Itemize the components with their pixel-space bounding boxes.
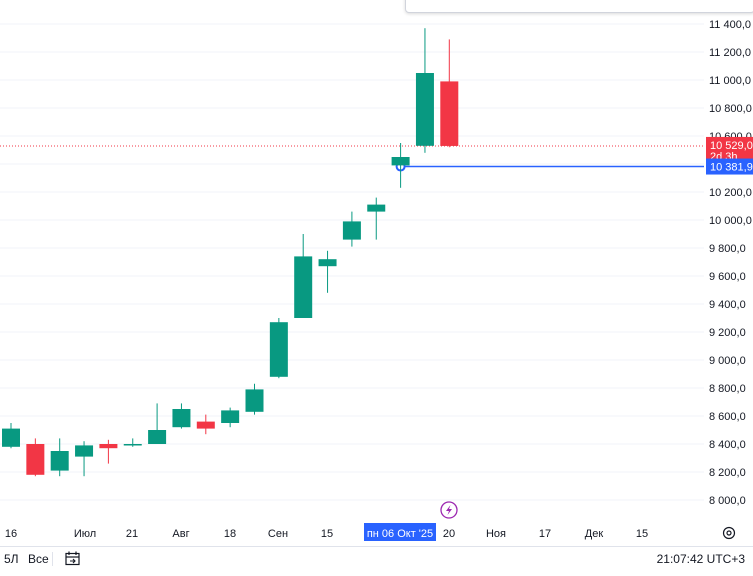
crosshair-date-label: пн 06 Окт '25 [367,528,433,540]
candlestick-chart[interactable]: 8 000,0 8 200,0 8 400,0 8 600,0 8 800,0 9 000… [0,0,753,546]
candle[interactable] [342,211,361,247]
y-tick-label: 9 000,0 [709,355,746,367]
y-tick-label: 11 200,0 [709,47,751,59]
candle-body[interactable] [148,430,167,444]
y-tick-label: 10 200,0 [709,187,752,199]
candle-body[interactable] [123,444,142,446]
range-all-button[interactable]: Все [28,552,49,566]
gear-icon[interactable] [722,526,736,540]
candle-body[interactable] [391,157,410,166]
candle[interactable] [26,438,45,477]
candle-body[interactable] [75,445,94,457]
time-axis[interactable]: 16 Июл 21 Авг 18 Сен 15 пн 06 Окт '25 20 Ноя 17 Дек… [5,523,736,541]
candle-body[interactable] [318,259,337,267]
calendar-icon[interactable] [64,550,82,576]
y-tick-label: 8 800,0 [709,383,746,395]
candle-body[interactable] [26,444,45,475]
x-tick-label: 17 [539,528,551,540]
candle-body[interactable] [342,221,361,240]
candle[interactable] [415,28,434,153]
y-tick-label: 9 600,0 [709,271,746,283]
last-price-label: 10 529,0 [710,140,753,152]
candle[interactable] [440,39,459,148]
divider [52,547,53,571]
x-tick-label: Сен [268,528,288,540]
candle-body[interactable] [294,256,313,318]
x-tick-label: 15 [321,528,333,540]
x-tick-label: 16 [5,528,17,540]
x-tick-label: Авг [172,528,189,540]
candle[interactable] [172,403,191,429]
candle-body[interactable] [440,81,459,146]
x-tick-label: Ноя [486,528,506,540]
candle[interactable] [123,438,142,447]
candle-body[interactable] [99,444,118,449]
gear-outer [722,526,736,540]
candle[interactable] [294,234,313,318]
candle[interactable] [221,407,240,428]
candle[interactable] [148,403,167,444]
range-5y-button[interactable]: 5Л [4,552,19,566]
candle[interactable] [318,250,337,293]
candle-body[interactable] [196,421,215,429]
x-tick-label: Дек [585,528,604,540]
clock-readout[interactable]: 21:07:42 UTC+3 [656,552,745,566]
drawing-toolbar[interactable] [405,0,753,13]
x-tick-label: Июл [74,528,96,540]
candle[interactable] [367,197,386,240]
y-tick-label: 8 200,0 [709,467,746,479]
candle-body[interactable] [172,409,191,428]
candle-body[interactable] [2,428,20,447]
candle-body[interactable] [245,389,264,412]
crosshair-date-tag [364,523,436,541]
candle[interactable] [50,438,69,477]
y-tick-label: 10 800,0 [709,103,752,115]
event-marker[interactable] [440,501,458,519]
horizontal-line-drawing[interactable] [0,145,704,172]
event-bolt [446,505,452,515]
candle[interactable] [196,414,215,435]
candle[interactable] [269,318,288,379]
y-tick-label: 8 000,0 [709,495,746,507]
candle-body[interactable] [50,451,69,471]
y-tick-label: 8 600,0 [709,411,746,423]
y-tick-label: 9 800,0 [709,243,746,255]
y-tick-label: 8 400,0 [709,439,746,451]
candle-body[interactable] [367,204,386,212]
candle[interactable] [391,143,410,188]
gear-inner [726,530,732,536]
y-tick-label: 11 000,0 [709,75,751,87]
ray-price-label: 10 381,9 [710,162,753,174]
price-axis[interactable]: 8 000,0 8 200,0 8 400,0 8 600,0 8 800,0 9 000… [706,19,753,507]
grid [0,23,704,501]
candle[interactable] [99,439,118,464]
y-tick-label: 9 400,0 [709,299,746,311]
candle[interactable] [245,383,264,415]
y-tick-label: 10 000,0 [709,215,752,227]
ray-price-tag[interactable]: 10 381,9 [706,158,753,175]
y-tick-label: 9 200,0 [709,327,746,339]
candles[interactable] [2,28,459,477]
bottom-toolbar: 5Л Все 21:07:42 UTC+3 [0,546,753,571]
lightning-icon[interactable] [440,501,458,519]
candle[interactable] [2,423,20,449]
x-tick-label: 21 [126,528,138,540]
candle-body[interactable] [269,322,288,377]
candle-body[interactable] [221,410,240,423]
ray-price-tag-bg [706,158,753,175]
candle[interactable] [75,441,94,477]
x-tick-label: 15 [636,528,648,540]
x-tick-label: 20 [443,528,455,540]
candle-body[interactable] [415,73,434,146]
x-tick-label: 18 [224,528,236,540]
y-tick-label: 11 400,0 [709,19,751,31]
